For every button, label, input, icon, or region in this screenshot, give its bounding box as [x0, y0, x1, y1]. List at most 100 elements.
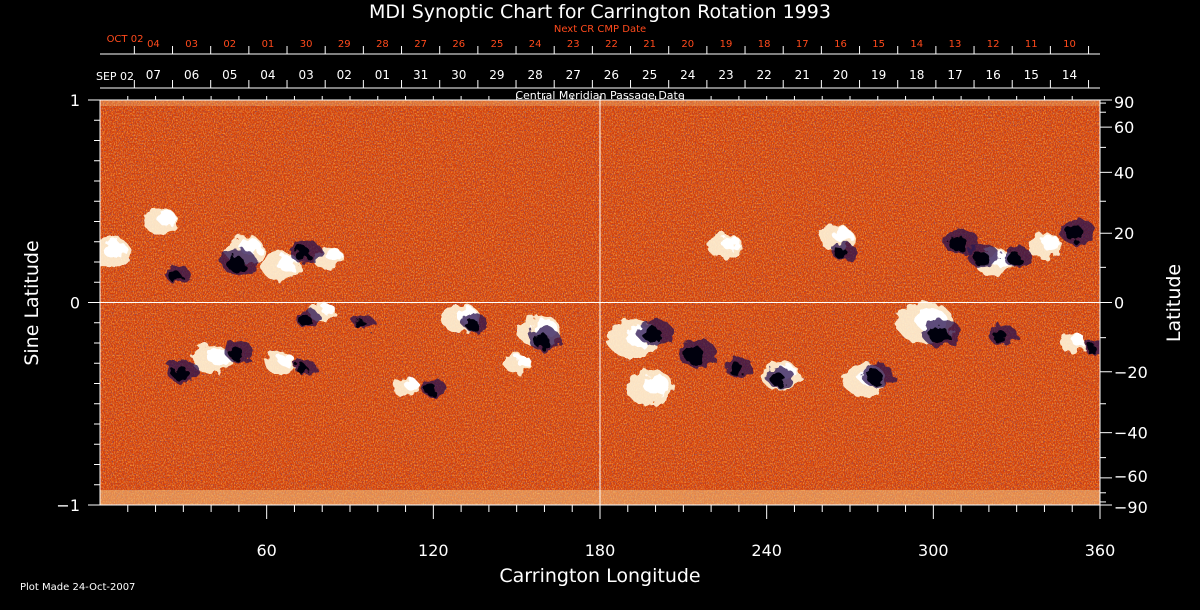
positive-region-core-0 [102, 239, 127, 258]
positive-region-core-21 [1071, 334, 1086, 346]
next-cr-date: 04 [147, 39, 160, 50]
x-axis: 60 120 180 240 300 360 [127, 96, 1116, 560]
current-cmp-date: 30 [451, 68, 466, 82]
x-tick-label: 120 [418, 541, 449, 560]
positive-region-core-10 [404, 379, 419, 390]
cmp-caption: Central Meridian Passage Date [515, 89, 684, 102]
positive-region-core-13 [642, 374, 670, 395]
negative-region-core-21 [1065, 225, 1084, 242]
positive-region-core-11 [515, 354, 530, 366]
negative-region-core-18 [949, 235, 968, 252]
negative-region-core-12 [684, 346, 705, 364]
current-cmp-date: 16 [985, 68, 1000, 82]
current-cmp-date: 07 [146, 68, 161, 82]
current-cmp-date: 22 [756, 68, 771, 82]
next-cr-date: 02 [223, 39, 236, 50]
next-cr-date: 27 [414, 39, 427, 50]
next-cr-date: 30 [300, 39, 313, 50]
current-cmp-date: 28 [527, 68, 542, 82]
y-right-tick-label: −60 [1114, 467, 1148, 486]
current-cmp-date: 17 [947, 68, 962, 82]
y-left-tick-label: 1 [70, 91, 80, 110]
next-cr-date: 13 [949, 39, 962, 50]
y-right-tick-label: −40 [1114, 424, 1148, 443]
negative-region-core-23 [1086, 344, 1097, 354]
y-right-tick-label: 90 [1114, 93, 1134, 112]
y-left-tick-label: −1 [56, 496, 80, 515]
negative-region-core-1 [226, 256, 245, 272]
x-tick-label: 180 [585, 541, 616, 560]
next-cr-date: 18 [758, 39, 771, 50]
next-cr-date: 01 [262, 39, 275, 50]
current-cmp-date: 14 [1062, 68, 1077, 82]
positive-region-core-16 [832, 227, 852, 242]
current-cmp-date: 15 [1024, 68, 1039, 82]
negative-region-core-3 [172, 366, 189, 381]
x-tick-label: 300 [918, 541, 949, 560]
next-cr-date: 12 [987, 39, 1000, 50]
next-cr-date: 20 [681, 39, 694, 50]
next-cr-date: 19 [720, 39, 733, 50]
y-right-tick-label: 20 [1114, 224, 1134, 243]
next-cr-date: 23 [567, 39, 580, 50]
next-cr-date: 11 [1025, 39, 1038, 50]
current-cmp-date: 19 [871, 68, 886, 82]
current-cmp-date: 06 [184, 68, 199, 82]
current-cmp-date: 05 [222, 68, 237, 82]
negative-region-core-9 [533, 333, 550, 349]
negative-region-core-14 [770, 373, 785, 386]
negative-region-core-20 [1006, 251, 1021, 265]
plot-made-footer: Plot Made 24-Oct-2007 [20, 582, 135, 593]
positive-region-core-5 [321, 304, 336, 316]
negative-region-core-10 [424, 383, 437, 396]
chart-title: MDI Synoptic Chart for Carrington Rotati… [369, 1, 831, 23]
next-cr-date: 17 [796, 39, 809, 50]
x-tick-label: 240 [751, 541, 782, 560]
current-cmp-date: 23 [718, 68, 733, 82]
positive-region-core-7 [278, 353, 295, 367]
positive-region-core-20 [1040, 235, 1061, 250]
negative-region-core-8 [465, 319, 479, 331]
positive-region-core-3 [275, 254, 298, 272]
negative-region-core-11 [643, 326, 662, 343]
current-cmp-date: 26 [604, 68, 619, 82]
next-cr-date: 03 [185, 39, 198, 50]
negative-region-core-13 [728, 362, 744, 376]
positive-region-core-6 [206, 348, 228, 365]
y-right-tick-label: 60 [1114, 118, 1134, 137]
y-right-tick-label: 40 [1114, 163, 1134, 182]
y-right-tick-label: −20 [1114, 363, 1148, 382]
positive-region-core-4 [325, 248, 343, 262]
y-left-axis: 1 0 −1 [56, 91, 100, 515]
current-cmp-date: 02 [337, 68, 352, 82]
current-cmp-date: 21 [795, 68, 810, 82]
y-left-tick-label: 0 [70, 294, 80, 313]
negative-region-core-2 [294, 246, 311, 262]
x-axis-label: Carrington Longitude [499, 565, 700, 587]
current-cmp-date: 04 [260, 68, 275, 82]
negative-region-core-6 [299, 315, 312, 327]
next-cr-start-label: OCT 02 [107, 34, 144, 45]
negative-region-core-4 [228, 346, 244, 360]
negative-region-core-5 [297, 364, 308, 375]
current-cmp-date: 29 [489, 68, 504, 82]
positive-region-core-1 [157, 211, 177, 226]
current-cmp-date: 27 [566, 68, 581, 82]
next-cr-date: 25 [491, 39, 504, 50]
y-right-tick-label: 0 [1114, 294, 1124, 313]
current-cmp-date: 18 [909, 68, 924, 82]
next-cr-date: 21 [643, 39, 656, 50]
negative-region-core-7 [355, 319, 367, 330]
next-cr-date: 24 [529, 39, 542, 50]
positive-region-core-14 [721, 235, 741, 250]
x-tick-label: 360 [1085, 541, 1116, 560]
negative-region-core-22 [992, 330, 1007, 344]
current-cmp-date: 01 [375, 68, 390, 82]
top-axis-next: Next CR CMP Date OCT 02 04 03 02 01 30 29 28 27… [100, 24, 1100, 55]
top-axis-current: SEP 02 07 06 05 04 03 02 01 31 30 29 28 27 26 25 24 23 2… [96, 68, 1100, 102]
next-cr-date: 26 [452, 39, 465, 50]
next-cr-date: 29 [338, 39, 351, 50]
current-cmp-date: 24 [680, 68, 695, 82]
y-right-axis-label: Latitude [1163, 264, 1185, 342]
